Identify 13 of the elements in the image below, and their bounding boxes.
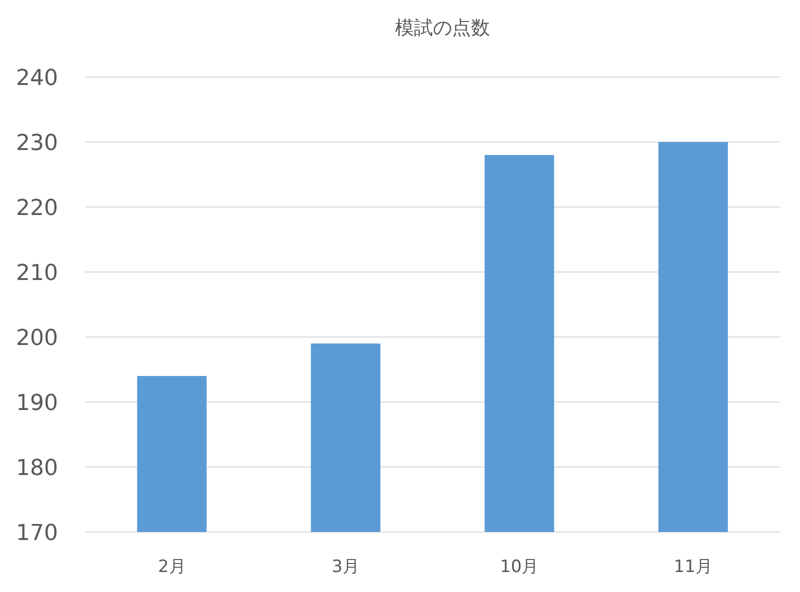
x-tick-label: 11月 — [674, 557, 712, 577]
x-tick-label: 2月 — [158, 557, 186, 577]
y-tick-label: 210 — [16, 261, 58, 286]
y-tick-label: 230 — [16, 131, 58, 156]
y-tick-label: 220 — [16, 196, 58, 221]
x-tick-label: 3月 — [332, 557, 360, 577]
y-tick-label: 190 — [16, 391, 58, 416]
y-tick-label: 200 — [16, 326, 58, 351]
x-tick-label: 10月 — [500, 557, 539, 577]
y-tick-label: 180 — [16, 456, 58, 481]
chart-title: 模試の点数 — [395, 17, 490, 39]
y-tick-label: 170 — [16, 521, 58, 546]
y-tick-label: 240 — [16, 66, 58, 91]
